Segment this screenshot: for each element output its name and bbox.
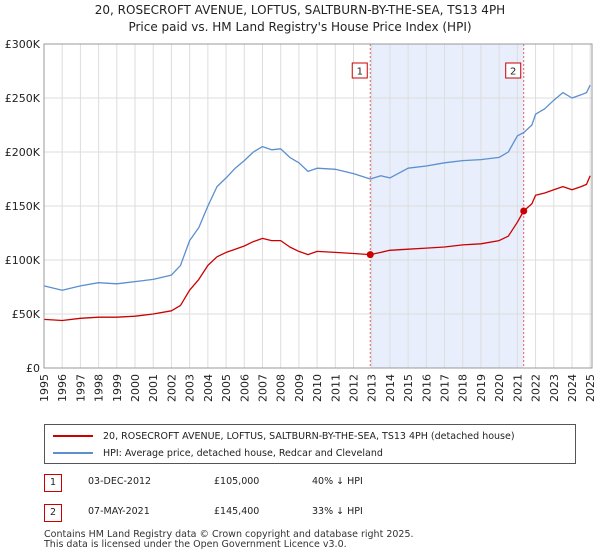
x-tick-label: 2020 [493, 374, 506, 402]
marker-box-1 [351, 62, 368, 79]
title-line-1: 20, ROSECROFT AVENUE, LOFTUS, SALTBURN-B… [94, 3, 506, 17]
y-tick-label: £100K [5, 254, 41, 267]
legend-item-price: 20, ROSECROFT AVENUE, LOFTUS, SALTBURN-B… [53, 428, 515, 444]
x-tick-label: 1997 [74, 374, 87, 402]
plot-border [43, 43, 593, 369]
x-tick-label: 2018 [457, 374, 470, 402]
x-tick-label: 1998 [93, 374, 106, 402]
x-tick-label: 2007 [256, 374, 269, 402]
legend: 20, ROSECROFT AVENUE, LOFTUS, SALTBURN-B… [44, 424, 576, 464]
footer-line-1: Contains HM Land Registry data © Crown c… [44, 529, 414, 540]
x-tick-label: 2024 [566, 374, 579, 402]
x-tick-label: 2011 [329, 374, 342, 402]
y-tick-label: £50K [12, 308, 41, 321]
x-tick-label: 2006 [238, 374, 251, 402]
x-tick-label: 2019 [475, 374, 488, 402]
transaction-hpi-diff: 33% ↓ HPI [312, 506, 363, 517]
transaction-hpi-diff: 40% ↓ HPI [312, 476, 363, 487]
x-tick-label: 1996 [56, 374, 69, 402]
legend-swatch-price [53, 435, 93, 437]
x-tick-label: 2012 [348, 374, 361, 402]
y-tick-label: £0 [26, 362, 40, 375]
footer: Contains HM Land Registry data © Crown c… [44, 530, 414, 550]
transaction-price: £145,400 [214, 506, 260, 517]
x-tick-label: 2000 [129, 374, 142, 402]
x-tick-label: 1995 [38, 374, 51, 402]
x-tick-label: 2013 [366, 374, 379, 402]
x-tick-label: 2001 [147, 374, 160, 402]
footer-line-2: This data is licensed under the Open Gov… [44, 539, 347, 550]
y-tick-label: £300K [5, 38, 41, 51]
x-tick-label: 2022 [530, 374, 543, 402]
legend-label-hpi: HPI: Average price, detached house, Redc… [103, 447, 383, 459]
x-tick-label: 2016 [420, 374, 433, 402]
x-tick-label: 2004 [202, 374, 215, 402]
transaction-number: 1 [44, 474, 62, 492]
x-tick-label: 2008 [275, 374, 288, 402]
transaction-price: £105,000 [214, 476, 260, 487]
x-tick-label: 2002 [165, 374, 178, 402]
marker-box-2 [505, 62, 522, 79]
transaction-number: 2 [44, 504, 62, 522]
x-tick-label: 2015 [402, 374, 415, 402]
x-tick-label: 2010 [311, 374, 324, 402]
x-tick-label: 2003 [184, 374, 197, 402]
x-tick-label: 2017 [439, 374, 452, 402]
x-tick-label: 2025 [584, 374, 597, 402]
series-line-hpi [43, 84, 591, 291]
marker-label-2: 2 [510, 67, 516, 78]
price-chart: £0 £50K £100K £150K £200K £250K £300K 1995 1996 1… [5, 38, 597, 402]
x-tick-label: 2009 [293, 374, 306, 402]
transaction-date: 07-MAY-2021 [88, 506, 150, 517]
x-tick-label: 2005 [220, 374, 233, 402]
series-line-price [43, 175, 591, 322]
x-tick-label: 2023 [548, 374, 561, 402]
marker-label-1: 1 [357, 67, 363, 78]
y-tick-label: £200K [5, 146, 41, 159]
legend-item-hpi: HPI: Average price, detached house, Redc… [53, 445, 383, 461]
legend-label-price: 20, ROSECROFT AVENUE, LOFTUS, SALTBURN-B… [103, 430, 515, 442]
sale-point-1 [366, 251, 374, 259]
y-tick-label: £150K [5, 200, 41, 213]
transaction-date: 03-DEC-2012 [88, 476, 152, 487]
title-line-2: Price paid vs. HM Land Registry's House … [128, 20, 472, 34]
x-tick-label: 2014 [384, 374, 397, 402]
legend-swatch-hpi [53, 452, 93, 454]
sale-point-2 [520, 207, 528, 215]
chart-title: 20, ROSECROFT AVENUE, LOFTUS, SALTBURN-B… [0, 2, 600, 36]
x-tick-label: 2021 [511, 374, 524, 402]
y-tick-label: £250K [5, 92, 41, 105]
x-tick-label: 1999 [111, 374, 124, 402]
